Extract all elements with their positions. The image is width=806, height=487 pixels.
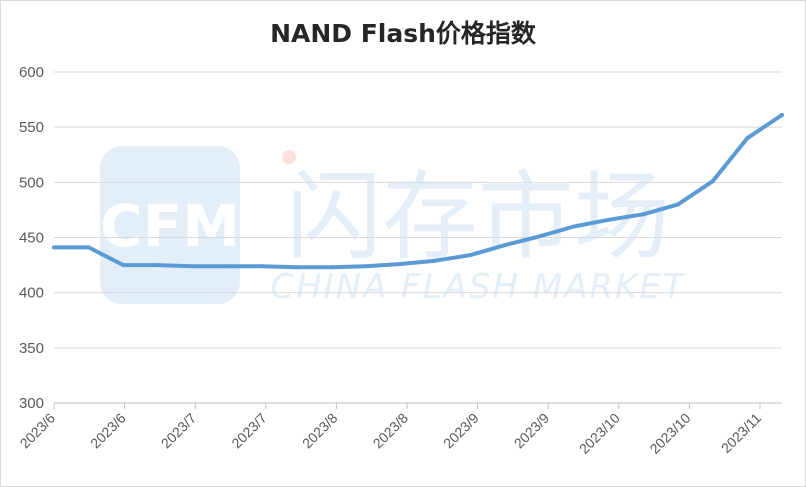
data-point: [502, 243, 507, 248]
data-point: [433, 258, 438, 263]
x-tick-label: 2023/9: [511, 410, 553, 452]
y-tick-label: 350: [19, 340, 44, 357]
data-point: [190, 264, 195, 269]
data-point: [780, 113, 784, 118]
data-point: [225, 264, 230, 269]
data-point: [537, 234, 542, 239]
data-point: [156, 263, 160, 268]
data-point: [121, 263, 126, 268]
data-point: [745, 136, 750, 141]
x-tick-label: 2023/11: [718, 410, 765, 457]
data-point: [710, 179, 715, 184]
data-point: [606, 217, 611, 222]
y-tick-label: 500: [19, 174, 44, 191]
data-point: [468, 253, 472, 258]
x-tick-label: 2023/6: [17, 410, 59, 452]
watermark-en-text: CHINA FLASH MARKET: [270, 267, 686, 307]
data-point: [398, 261, 403, 266]
data-point: [572, 224, 576, 229]
x-tick-label: 2023/6: [87, 410, 129, 452]
data-point: [676, 202, 680, 207]
x-tick-label: 2023/9: [440, 410, 482, 452]
data-point: [641, 212, 646, 217]
data-point: [329, 265, 334, 270]
x-tick-label: 2023/10: [576, 410, 623, 457]
chart-title: NAND Flash价格指数: [270, 19, 536, 48]
data-point: [86, 245, 91, 250]
x-tick-label: 2023/10: [646, 410, 693, 457]
x-axis: 2023/6 2023/6 2023/7 2023/7 2023/8 2023/8 2023…: [17, 402, 782, 457]
y-tick-label: 550: [19, 119, 44, 136]
data-point: [52, 245, 56, 250]
watermark-logo-text: CFM: [100, 192, 240, 260]
watermark-logo: CFM 闪存市场 CHINA FLASH MARKET: [100, 146, 686, 307]
x-tick-label: 2023/8: [299, 410, 341, 452]
y-tick-label: 600: [19, 64, 44, 81]
x-tick-label: 2023/7: [228, 410, 270, 452]
data-point: [364, 264, 368, 269]
watermark-cn-text: 闪存市场: [286, 161, 670, 273]
x-tick-label: 2023/8: [370, 410, 412, 452]
grid-lines: [54, 71, 782, 349]
data-point: [294, 265, 299, 270]
y-tick-label: 450: [19, 230, 44, 247]
series-line: [52, 113, 784, 270]
y-tick-label: 400: [19, 285, 44, 302]
y-tick-label: 300: [19, 395, 44, 412]
x-tick-label: 2023/7: [158, 410, 200, 452]
watermark-dot: [282, 150, 296, 164]
data-point: [260, 264, 264, 269]
y-axis: 300 350 400 450 500 550 600: [19, 64, 44, 412]
series-group: [52, 113, 784, 270]
